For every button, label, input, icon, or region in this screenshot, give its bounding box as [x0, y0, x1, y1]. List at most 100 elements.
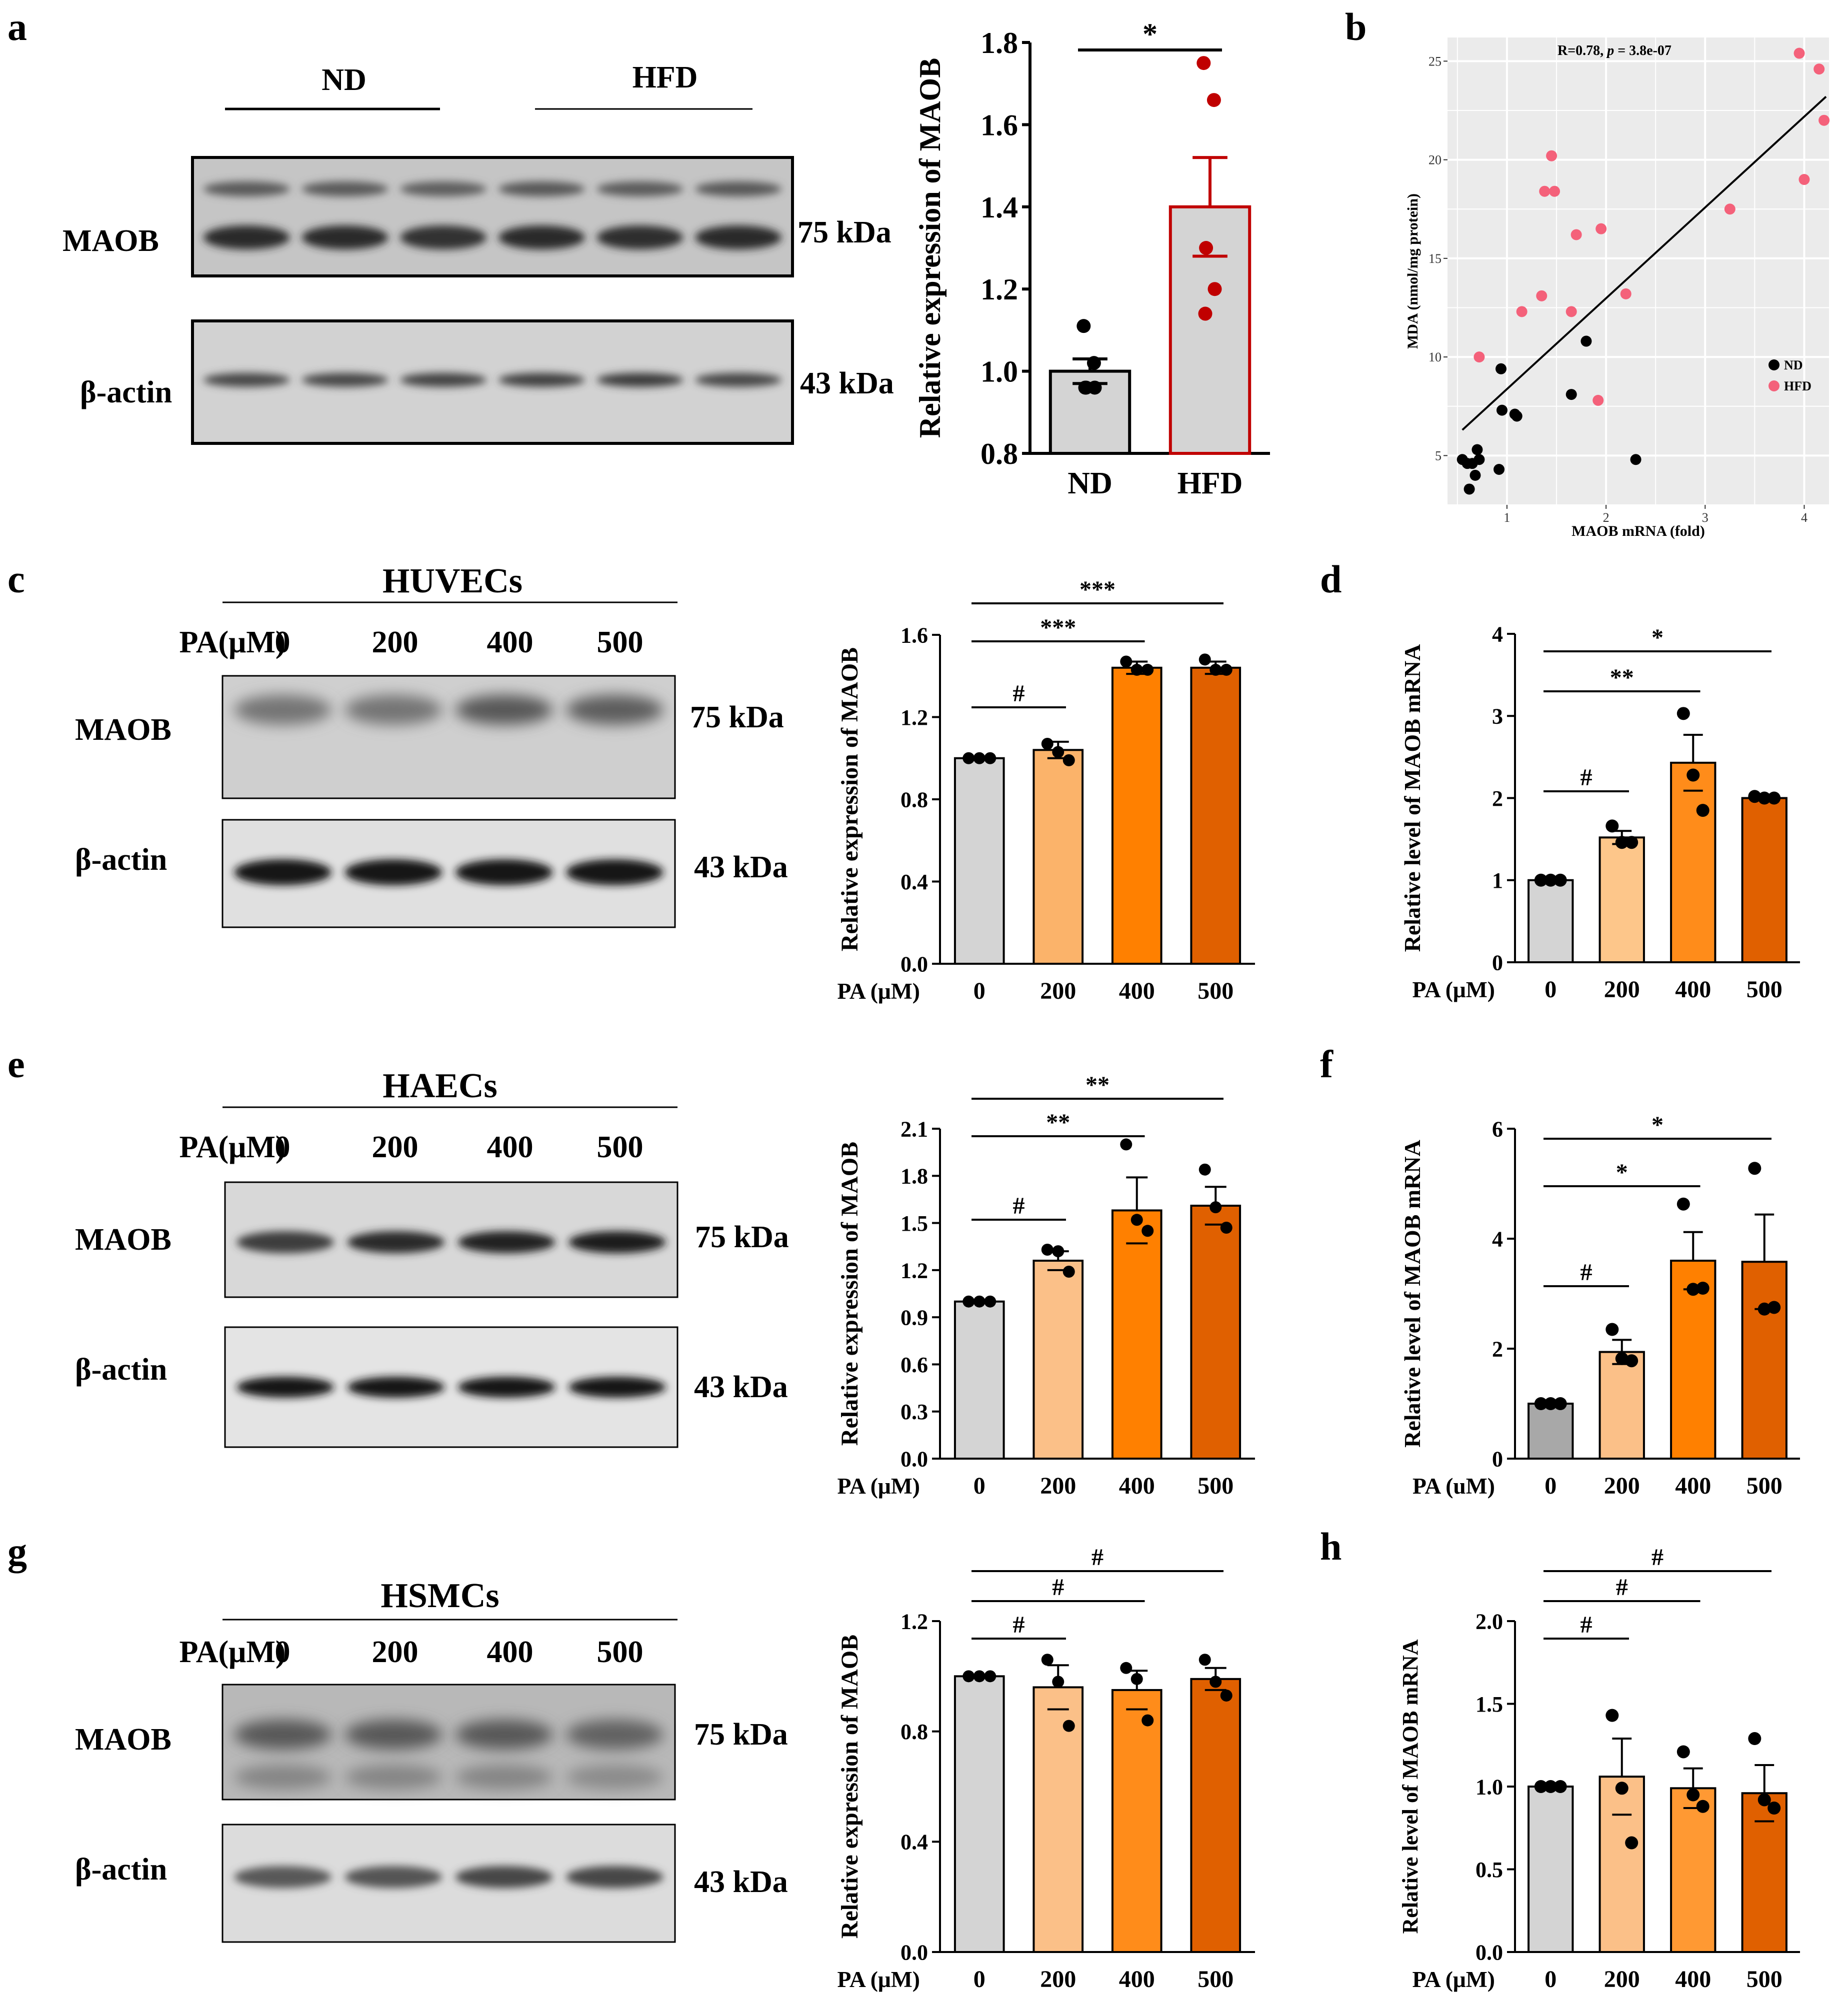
bar [1741, 1261, 1788, 1460]
kda-75-label: 75 kDa [690, 700, 784, 734]
data-point [1606, 1323, 1619, 1336]
significance-label: *** [1040, 614, 1076, 641]
bar [954, 1300, 1005, 1460]
y-axis-label: Relative level of MAOB mRNA [1400, 1140, 1425, 1448]
pa-label: PA(μM) [179, 1635, 286, 1669]
significance-label: ** [1086, 1072, 1110, 1098]
row-label-maob: MAOB [62, 224, 159, 258]
y-tick-label: 0 [1492, 950, 1503, 975]
data-point [1798, 174, 1810, 185]
data-point [1208, 282, 1222, 296]
y-tick-label: 0.5 [1476, 1858, 1503, 1882]
conc-200: 200 [372, 625, 418, 659]
bar [1670, 1787, 1716, 1954]
data-point [1511, 410, 1522, 422]
data-point [1554, 873, 1567, 887]
y-tick-label: 1 [1492, 868, 1503, 893]
data-point [1198, 653, 1211, 666]
data-point [1615, 1782, 1628, 1795]
x-tick-label: 400 [1119, 1966, 1155, 1993]
bar [1598, 836, 1645, 963]
y-tick-label: 25 [1428, 54, 1442, 68]
blot-band [236, 1231, 334, 1253]
data-point [1549, 185, 1560, 197]
data-point [1580, 335, 1592, 347]
conc-500: 500 [597, 1130, 644, 1164]
data-point [1534, 1397, 1548, 1410]
blot-band [234, 695, 332, 725]
x-tick-label: 400 [1675, 1966, 1711, 1993]
data-point [1474, 351, 1485, 363]
data-point [1120, 1138, 1132, 1151]
data-point [1630, 454, 1642, 465]
data-point [1120, 655, 1132, 668]
data-point [1076, 319, 1091, 333]
data-point [1748, 1162, 1762, 1175]
data-point [1196, 56, 1211, 70]
y-tick-label: 2.1 [900, 1117, 928, 1141]
panel-letter-c: c [8, 557, 25, 601]
bar [1111, 666, 1162, 965]
y-tick-label: 2 [1492, 1337, 1503, 1361]
bar [1032, 1260, 1084, 1460]
significance-label: # [1652, 1544, 1664, 1571]
data-point [1544, 1397, 1558, 1410]
data-point [1052, 1676, 1064, 1688]
x-tick-label: 200 [1040, 978, 1076, 1004]
data-point [1554, 1780, 1567, 1793]
x-tick-label: 0 [1544, 976, 1556, 1003]
group-label-nd: ND [322, 63, 366, 97]
significance-label: * [1652, 624, 1664, 651]
bands-maob [234, 1720, 664, 1790]
blot-band [596, 225, 684, 249]
data-point [1130, 1673, 1143, 1685]
data-point [973, 1670, 986, 1683]
blot-band [458, 1231, 556, 1253]
blot-band [347, 1231, 445, 1253]
data-point [1676, 1197, 1690, 1211]
stat-annotation: R=0.78, p = 3.8e-07 [1558, 43, 1672, 58]
data-point [1606, 819, 1619, 833]
data-point [1686, 1788, 1700, 1802]
blot-band [568, 1377, 666, 1398]
conc-400: 400 [487, 1635, 534, 1669]
data-point [1625, 1354, 1638, 1368]
blot-band [344, 695, 442, 725]
data-point [1472, 444, 1483, 455]
significance-label: # [1616, 1574, 1628, 1601]
blot-band [455, 1765, 553, 1790]
data-point [1496, 404, 1508, 416]
blot-a: ND HFD MAOB 75 kDa β-actin 43 kDa [62, 60, 894, 445]
chart-c-huvec-protein: 0.0 0.4 0.8 1.2 1.6 Relative expression of MA… [836, 576, 1255, 1004]
x-axis-prefix-label: PA (μM) [837, 1473, 920, 1499]
data-point [962, 1295, 975, 1308]
panel-letter-g: g [8, 1530, 27, 1573]
y-axis-label: Relative level of MAOB mRNA [1398, 1639, 1422, 1934]
y-tick-label: 15 [1428, 251, 1442, 266]
y-tick-label: 1.6 [980, 108, 1018, 141]
blot-band [498, 373, 585, 387]
data-point [1041, 1244, 1054, 1256]
data-point [1062, 1266, 1075, 1278]
kda-75-label: 75 kDa [695, 1220, 789, 1254]
panel-letter-f: f [1320, 1042, 1334, 1086]
data-point [1142, 1714, 1154, 1727]
blot-g: HSMCs PA(μM) 0 200 400 500 MAOB 75 kDa β… [75, 1577, 788, 1943]
data-point [1724, 203, 1736, 215]
data-point [1696, 804, 1710, 817]
data-point [1768, 791, 1781, 805]
y-tick-label: 0.8 [900, 787, 928, 812]
blot-band [347, 1377, 445, 1398]
data-point [973, 1295, 986, 1308]
data-point [1494, 463, 1505, 475]
data-point [1625, 1836, 1638, 1850]
significance-label: ** [1046, 1109, 1070, 1136]
y-tick-label: 1.5 [900, 1211, 928, 1236]
y-tick-label: 1.0 [1476, 1775, 1503, 1799]
bands-maob [234, 695, 664, 725]
blot-band [234, 859, 332, 885]
cell-line-title: HAECs [382, 1067, 497, 1105]
blot-band [498, 225, 585, 249]
blot-band [596, 181, 684, 196]
bar [1598, 1351, 1645, 1460]
